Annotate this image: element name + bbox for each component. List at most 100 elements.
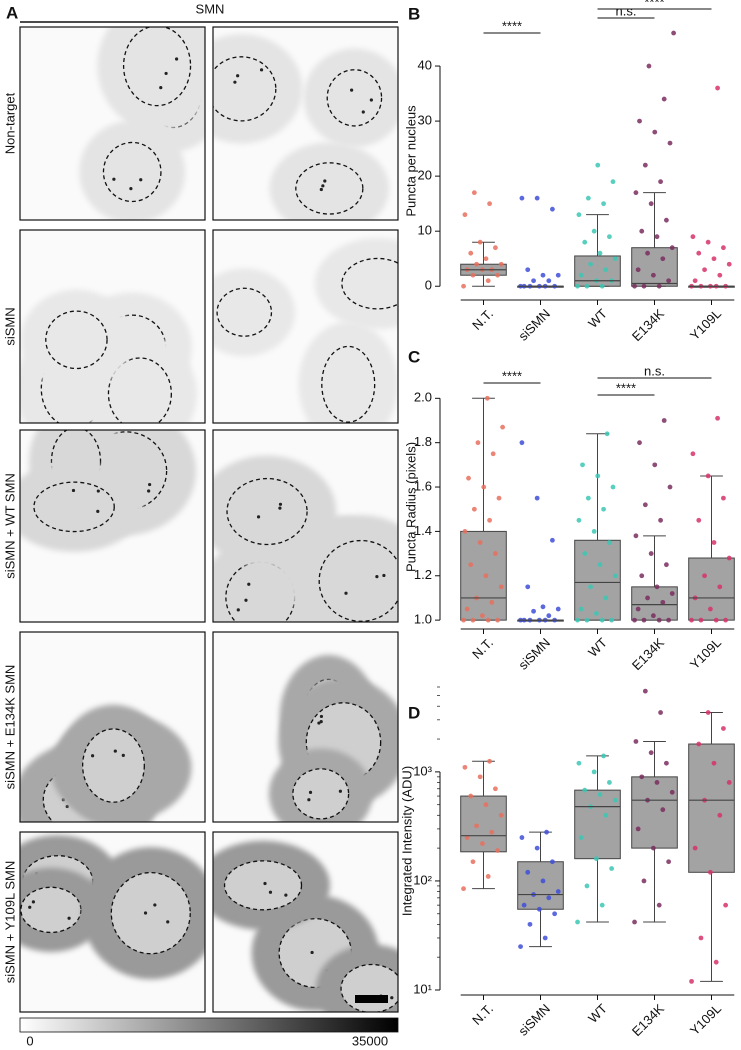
data-point (689, 978, 694, 984)
data-point (468, 250, 474, 256)
data-point (637, 118, 642, 124)
data-point (493, 786, 498, 792)
data-point (646, 63, 652, 69)
data-point (466, 475, 471, 481)
data-point (711, 760, 717, 766)
data-point (599, 902, 605, 908)
y-tick-label: 0 (425, 278, 432, 293)
image-frame (19, 229, 206, 424)
data-point (597, 562, 603, 568)
y-tick-label: 20 (418, 168, 432, 183)
x-tick-label: WT (585, 306, 610, 331)
data-point (483, 802, 489, 808)
data-point (654, 780, 660, 785)
data-point (702, 267, 707, 273)
nucleus-outline (33, 481, 115, 533)
data-point (477, 540, 483, 545)
data-point (462, 529, 468, 534)
punctum (268, 890, 273, 894)
data-point (666, 859, 672, 865)
significance-label: **** (616, 380, 636, 395)
data-point (604, 431, 610, 437)
x-tick-label: E134K (629, 306, 667, 344)
punctum (350, 88, 354, 92)
image-frame (19, 631, 206, 823)
data-point (721, 245, 726, 251)
y-axis-label: Puncta per nucleus (403, 105, 418, 217)
micrograph (20, 230, 205, 423)
data-point (580, 462, 585, 468)
punctum (164, 71, 168, 76)
data-point (498, 261, 504, 267)
data-point (713, 959, 719, 965)
punctum (307, 798, 311, 802)
data-point (633, 190, 639, 196)
data-point (546, 613, 552, 619)
cell (97, 27, 205, 131)
micrograph (213, 230, 398, 423)
data-point (477, 239, 483, 245)
punctum (147, 489, 151, 493)
punctum (369, 98, 373, 102)
nucleus-outline (45, 310, 108, 370)
data-point (648, 201, 654, 207)
data-point (498, 812, 504, 818)
data-point (500, 424, 506, 430)
data-point (632, 919, 637, 925)
data-point (648, 750, 654, 756)
data-point (690, 234, 696, 240)
data-point (715, 85, 720, 91)
punctum (71, 488, 76, 493)
image-frame (19, 26, 206, 221)
x-tick-label: siSMN (515, 1001, 553, 1039)
data-point (633, 533, 639, 539)
data-point (585, 195, 591, 201)
data-point (696, 250, 702, 256)
image-frame (19, 831, 206, 1013)
data-point (607, 540, 612, 545)
data-point (660, 807, 666, 813)
data-point (648, 551, 654, 556)
data-point (671, 30, 677, 36)
data-point (578, 272, 584, 278)
data-point (461, 617, 466, 623)
punctum (148, 482, 152, 487)
data-point (669, 591, 675, 596)
data-point (470, 617, 476, 623)
data-point (525, 869, 531, 875)
nucleus-outline (102, 141, 162, 203)
nucleus-outline (122, 27, 192, 107)
significance-label: n.s. (644, 363, 665, 378)
data-point (664, 760, 669, 766)
data-point (723, 617, 729, 623)
data-point (609, 617, 615, 623)
y-tick-label: 1.8 (414, 434, 432, 449)
significance-label: **** (502, 368, 522, 383)
data-point (550, 206, 555, 212)
data-point (479, 613, 485, 619)
y-tick-label: 10³ (413, 763, 432, 778)
data-point (493, 551, 498, 556)
punctum (338, 789, 342, 793)
nucleus-outline (321, 345, 376, 423)
x-tick-label: Y109L (687, 635, 724, 672)
data-point (542, 935, 548, 941)
punctum (236, 608, 240, 612)
data-point (475, 440, 481, 446)
punctum (121, 753, 125, 757)
data-point (645, 595, 650, 601)
y-tick-label: 1.2 (414, 567, 432, 582)
data-point (471, 506, 477, 512)
data-point (527, 921, 533, 927)
y-tick-label: 40 (418, 57, 432, 72)
data-point (519, 440, 525, 446)
micrograph (213, 632, 398, 822)
cell (314, 238, 398, 330)
punctum (31, 900, 35, 904)
data-point (591, 228, 597, 234)
data-point (495, 848, 501, 853)
image-frame (212, 631, 399, 823)
data-point (578, 835, 584, 840)
data-point (669, 789, 675, 795)
row-label: siSMN + Y109L SMN (2, 861, 17, 983)
